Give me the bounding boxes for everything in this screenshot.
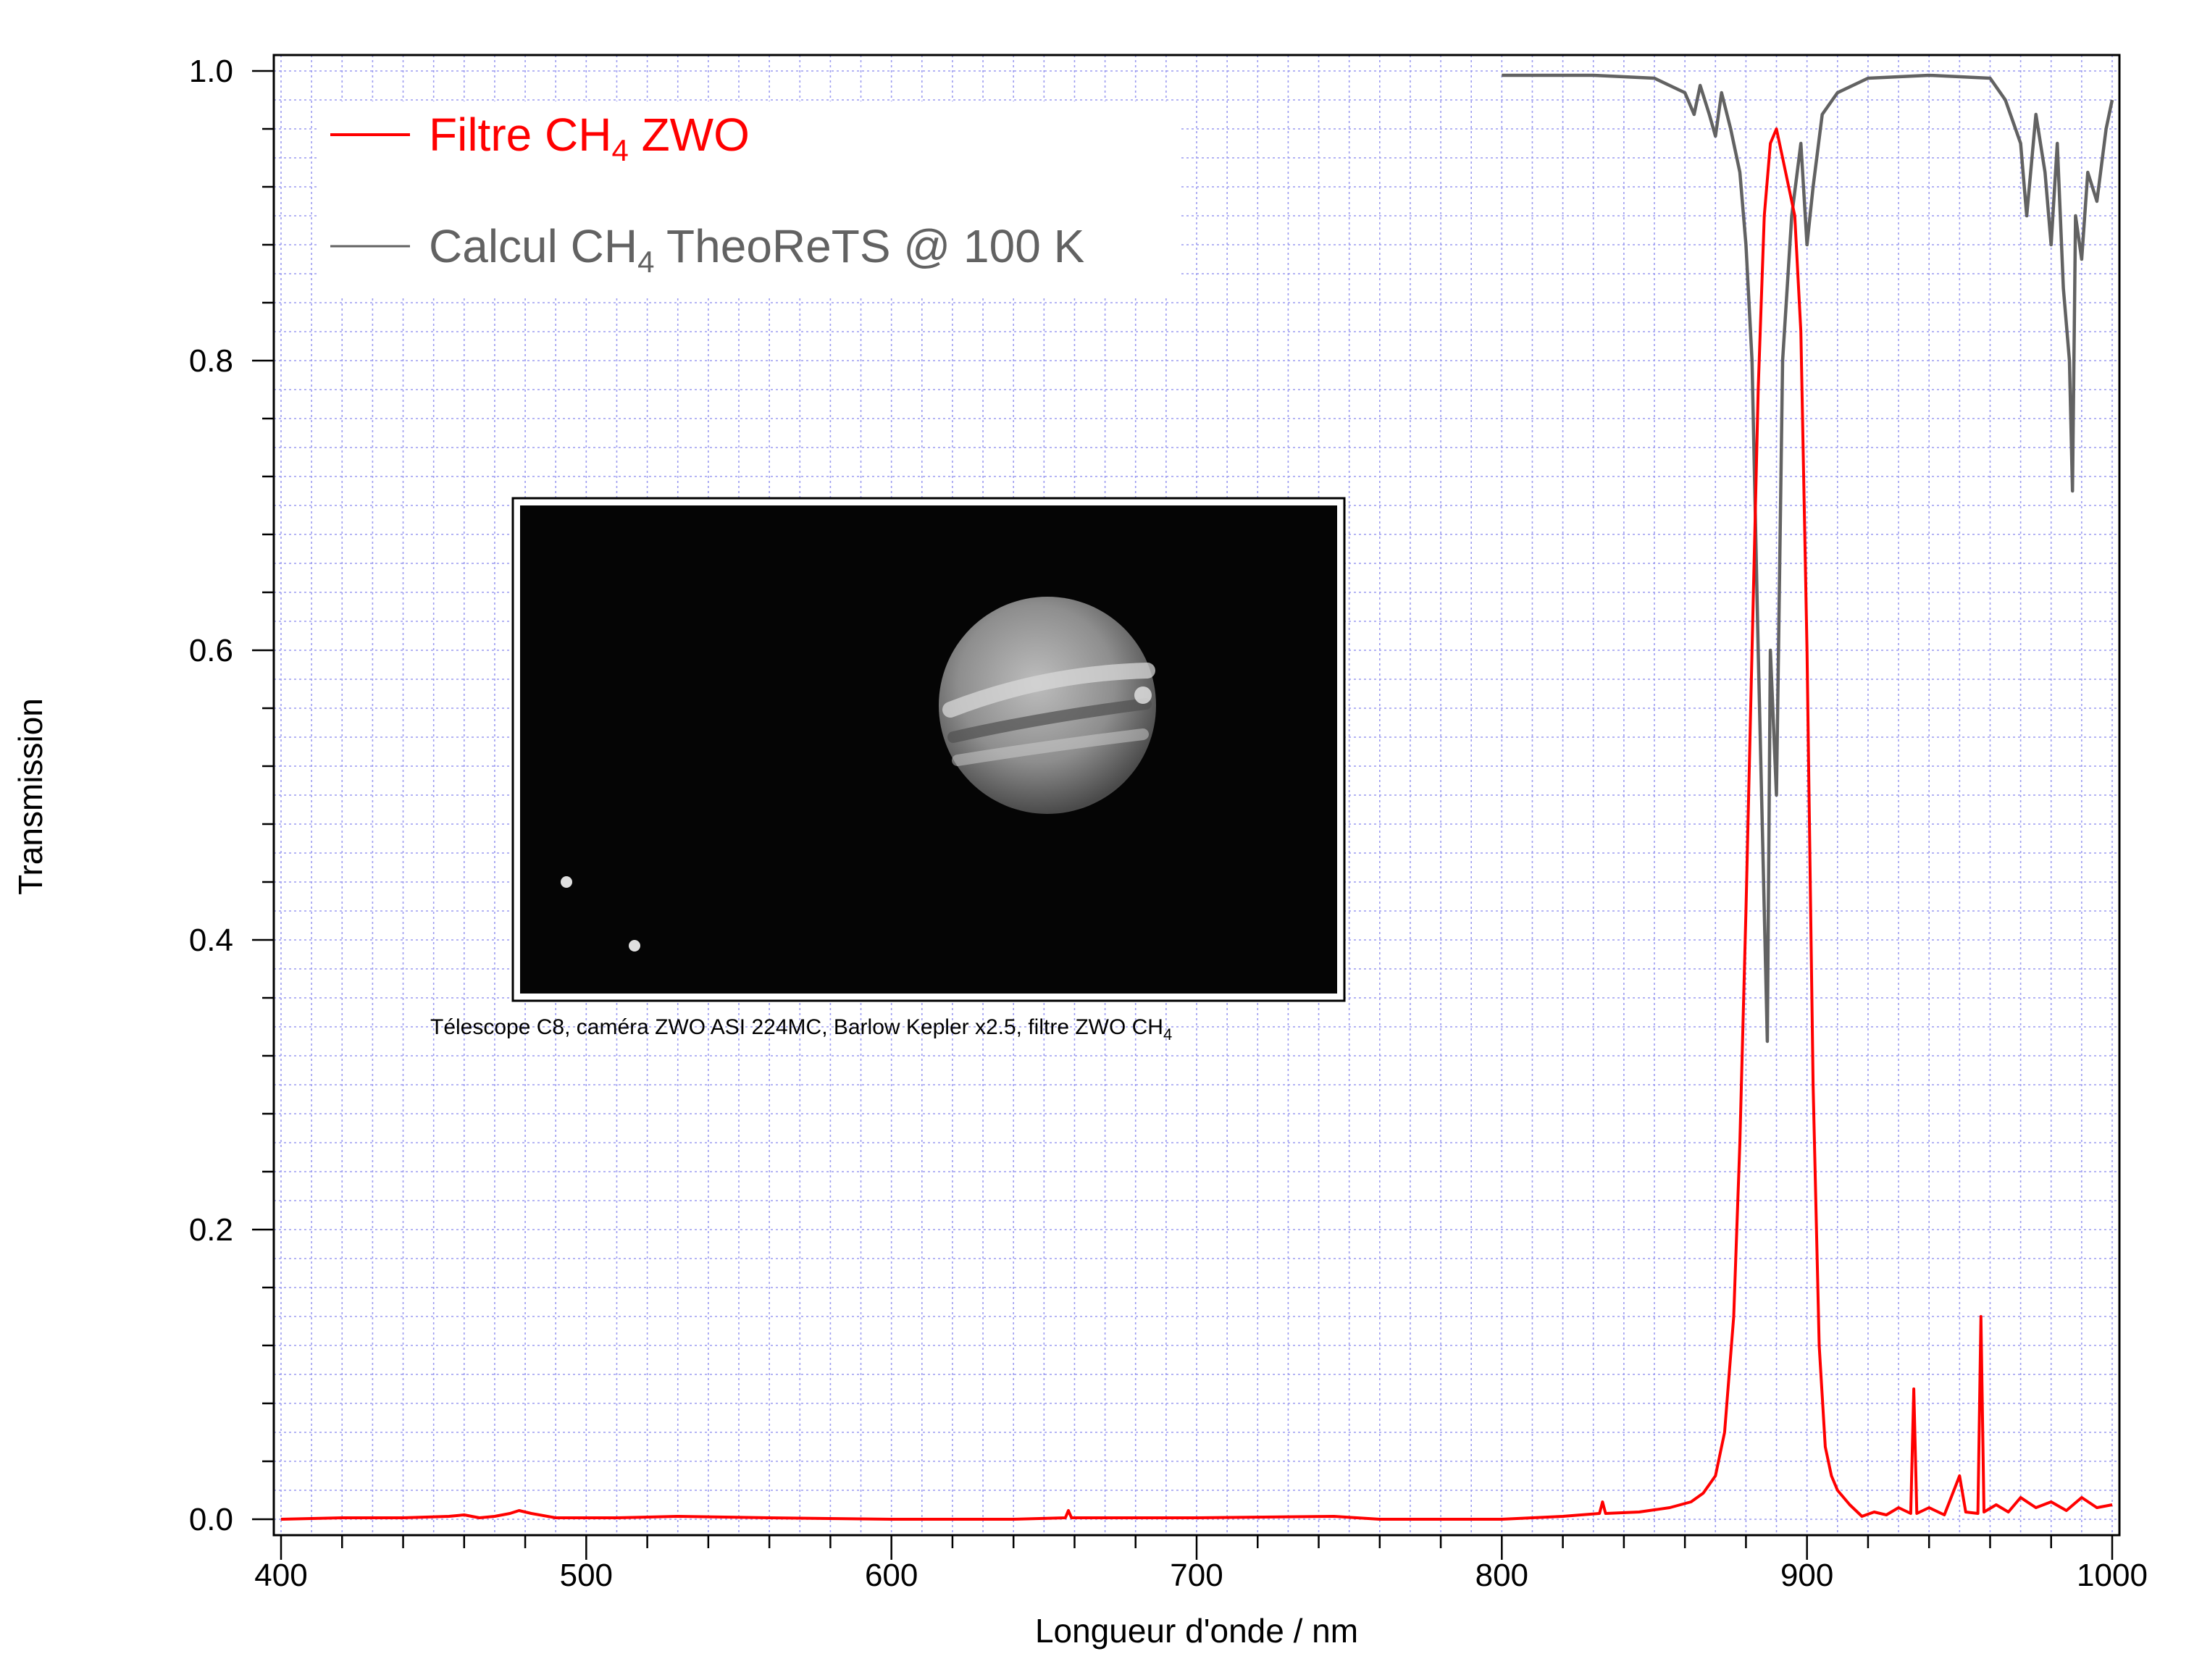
legend-box	[317, 101, 1179, 297]
x-tick-label: 500	[560, 1558, 613, 1593]
x-tick-label: 900	[1780, 1558, 1833, 1593]
y-axis-title: Transmission	[12, 698, 49, 895]
planet-band-light-2	[952, 728, 1149, 766]
planet-band-dark	[947, 698, 1152, 743]
y-tick-label: 0.8	[189, 343, 233, 379]
y-tick-label: 0.6	[189, 633, 233, 668]
inset-background	[520, 505, 1337, 994]
planet-spot	[1134, 686, 1152, 704]
series-line-1	[1502, 73, 2114, 1043]
y-tick-label: 0.2	[189, 1212, 233, 1248]
y-tick-label: 1.0	[189, 54, 233, 89]
x-tick-label: 700	[1170, 1558, 1223, 1593]
moon-2	[629, 940, 640, 952]
inset-caption: Télescope C8, caméra ZWO ASI 224MC, Barl…	[430, 1015, 1172, 1043]
legend: Filtre CH4 ZWO Calcul CH4 TheoReTS @ 100 …	[317, 101, 1179, 297]
legend-label-0: Filtre CH4 ZWO	[429, 109, 750, 167]
x-tick-label: 400	[254, 1558, 307, 1593]
x-axis-ticks	[280, 1535, 2114, 1560]
y-axis-ticks	[252, 70, 274, 1521]
y-tick-label: 0.4	[189, 923, 233, 958]
x-tick-label: 1000	[2077, 1558, 2148, 1593]
series-line-0	[280, 127, 2113, 1521]
planet-band-light	[942, 663, 1155, 718]
x-axis-title: Longueur d'onde / nm	[1035, 1612, 1358, 1650]
x-tick-label: 600	[865, 1558, 918, 1593]
moon-1	[561, 876, 572, 888]
series-group	[280, 73, 2114, 1521]
y-tick-label: 0.0	[189, 1502, 233, 1537]
legend-label-1: Calcul CH4 TheoReTS @ 100 K	[429, 220, 1084, 279]
x-tick-label: 800	[1475, 1558, 1528, 1593]
inset-image	[511, 497, 1346, 1002]
